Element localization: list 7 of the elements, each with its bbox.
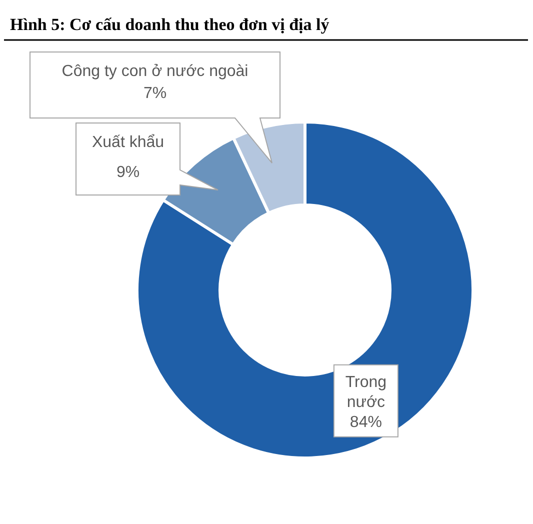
chart-title: Hình 5: Cơ cấu doanh thu theo đơn vị địa lý — [10, 15, 330, 34]
data-label: 7% — [143, 85, 167, 102]
data-label: 9% — [116, 164, 140, 181]
data-label: 84% — [350, 414, 382, 431]
slice-label: Xuất khẩu — [92, 134, 164, 151]
slice-label: Trong nước — [345, 374, 387, 411]
slice-label: Công ty con ở nước ngoài — [62, 63, 248, 80]
